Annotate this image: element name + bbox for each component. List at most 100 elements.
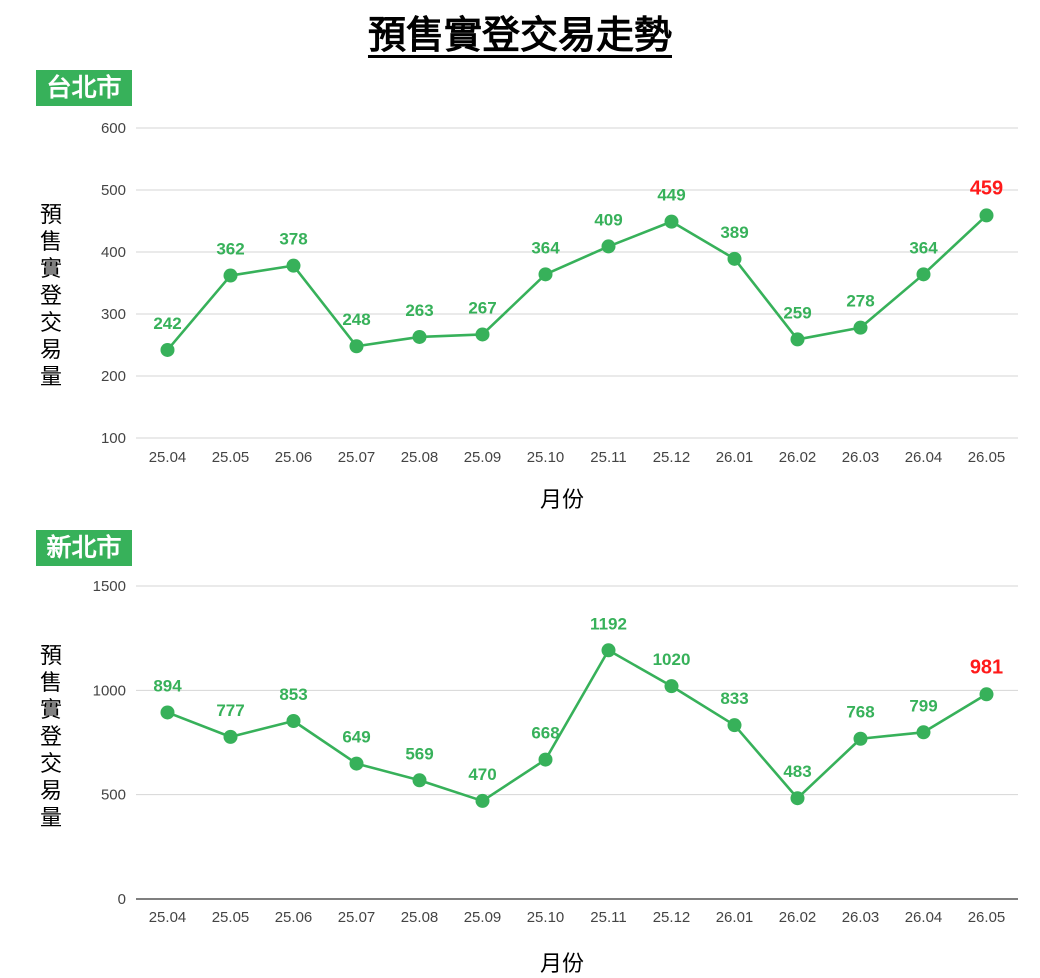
x-tick-label: 25.12 — [653, 449, 691, 466]
data-point — [538, 752, 553, 767]
data-point — [286, 714, 301, 729]
x-tick-label: 25.06 — [275, 909, 313, 926]
data-point — [790, 791, 805, 806]
data-point — [727, 251, 742, 266]
data-label: 378 — [279, 230, 307, 249]
data-label: 409 — [594, 210, 622, 229]
x-tick-label: 25.07 — [338, 909, 376, 926]
data-point — [790, 332, 805, 347]
y-tick-label: 100 — [101, 430, 126, 447]
x-tick-label: 25.05 — [212, 909, 250, 926]
data-label: 569 — [405, 744, 433, 763]
data-point — [979, 687, 994, 702]
x-tick-label: 25.09 — [464, 909, 502, 926]
data-label-highlight: 981 — [970, 656, 1003, 678]
data-point — [916, 725, 931, 740]
x-tick-label: 26.02 — [779, 449, 817, 466]
x-tick-label: 26.05 — [968, 909, 1006, 926]
x-tick-label: 25.09 — [464, 449, 502, 466]
x-tick-label: 26.03 — [842, 909, 880, 926]
x-tick-label: 26.01 — [716, 909, 754, 926]
data-point — [160, 342, 175, 357]
data-point — [223, 729, 238, 744]
x-tick-label: 26.04 — [905, 909, 943, 926]
y-tick-label: 500 — [101, 182, 126, 199]
data-label: 483 — [783, 762, 811, 781]
data-label: 833 — [720, 689, 748, 708]
x-tick-label: 25.05 — [212, 449, 250, 466]
city-badge-taipei: 台北市 — [36, 70, 132, 106]
x-tick-label: 25.10 — [527, 449, 565, 466]
x-axis-label: 月份 — [539, 952, 584, 977]
data-label: 364 — [531, 238, 560, 257]
data-point — [916, 267, 931, 282]
data-label: 1020 — [653, 650, 691, 669]
x-tick-label: 25.04 — [149, 449, 187, 466]
series-line — [167, 648, 988, 803]
data-label: 470 — [468, 765, 496, 784]
y-axis-label: 預售實登交易量 — [39, 644, 62, 831]
y-tick-label: 400 — [101, 244, 126, 261]
data-label: 242 — [153, 314, 181, 333]
data-label: 263 — [405, 301, 433, 320]
data-label: 364 — [909, 238, 938, 257]
series-line — [166, 214, 988, 351]
data-label: 853 — [279, 685, 307, 704]
x-tick-label: 25.06 — [275, 449, 313, 466]
data-point — [349, 339, 364, 354]
data-label: 649 — [342, 728, 370, 747]
y-axis-label: 預售實登交易量 — [39, 203, 62, 390]
x-tick-label: 26.05 — [968, 449, 1006, 466]
x-tick-label: 25.08 — [401, 449, 439, 466]
data-point — [979, 208, 994, 223]
data-label: 248 — [342, 310, 370, 329]
data-point — [601, 239, 616, 254]
y-tick-label: 500 — [101, 787, 126, 804]
x-axis-label: 月份 — [539, 488, 584, 513]
data-label: 267 — [468, 298, 496, 317]
data-label: 894 — [153, 676, 182, 695]
data-point — [412, 773, 427, 788]
data-label: 259 — [783, 303, 811, 322]
data-point — [664, 214, 679, 229]
data-point — [853, 320, 868, 335]
data-point — [538, 267, 553, 282]
data-point — [349, 756, 364, 771]
data-point — [223, 268, 238, 283]
city-badge-new-taipei: 新北市 — [36, 530, 132, 566]
x-tick-label: 25.07 — [338, 449, 376, 466]
x-tick-label: 25.11 — [590, 909, 626, 926]
data-point — [727, 718, 742, 733]
data-label: 668 — [531, 724, 559, 743]
page-title: 預售實登交易走勢 — [367, 13, 672, 57]
data-point — [601, 643, 616, 658]
x-tick-label: 25.04 — [149, 909, 187, 926]
x-tick-label: 25.12 — [653, 909, 691, 926]
x-tick-label: 25.08 — [401, 909, 439, 926]
x-tick-label: 26.04 — [905, 449, 943, 466]
data-point — [853, 731, 868, 746]
data-point — [475, 327, 490, 342]
data-point — [664, 679, 679, 694]
data-label: 799 — [909, 696, 937, 715]
y-tick-label: 0 — [118, 891, 126, 908]
y-tick-label: 600 — [101, 120, 126, 137]
data-label: 278 — [846, 292, 874, 311]
data-point — [412, 329, 427, 344]
x-tick-label: 25.10 — [527, 909, 565, 926]
x-tick-label: 26.01 — [716, 449, 754, 466]
y-tick-label: 200 — [101, 368, 126, 385]
data-label: 1192 — [590, 614, 627, 633]
y-tick-label: 1000 — [93, 682, 126, 699]
data-label: 362 — [216, 240, 244, 259]
data-label: 389 — [720, 223, 748, 242]
x-tick-label: 26.03 — [842, 449, 880, 466]
y-tick-label: 1500 — [93, 578, 126, 595]
data-point — [475, 793, 490, 808]
y-tick-label: 300 — [101, 306, 126, 323]
data-point — [286, 258, 301, 273]
data-point — [160, 705, 175, 720]
data-label: 768 — [846, 703, 874, 722]
